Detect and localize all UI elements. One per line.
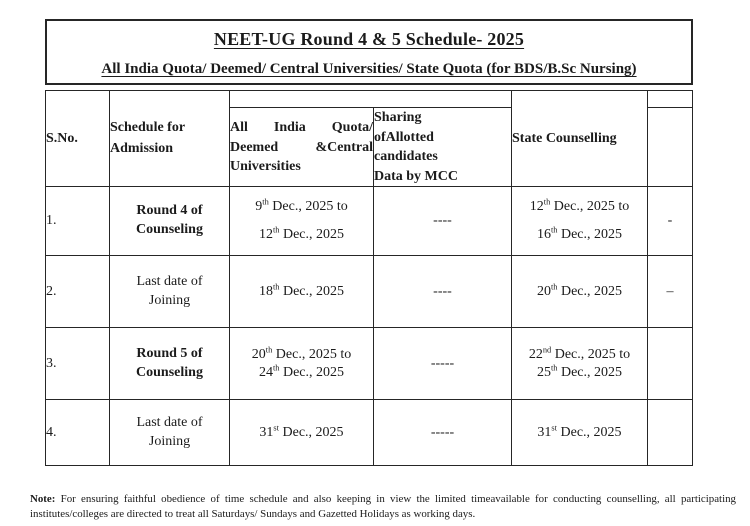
cell-r1-extra: - [647,186,693,257]
header-spacer-top [229,90,512,108]
cell-r1-state-dates: 12th Dec., 2025 to 16th Dec., 2025 [511,186,648,257]
cell-r4-aiq-dates: 31st Dec., 2025 [229,399,374,467]
header-sharing: Sharing ofAllotted candidates Data by MC… [373,106,512,188]
cell-r1-schedule: Round 4 of Counseling [109,186,230,257]
note: Note: For ensuring faithful obedience of… [30,492,736,522]
cell-r3-state-dates: 22nd Dec., 2025 to 25th Dec., 2025 [511,327,648,401]
cell-r4-state-dates: 31st Dec., 2025 [511,399,648,467]
cell-r1-mcc-sharing: ---- [373,186,512,257]
header-state: State Counselling [511,89,648,188]
header-schedule: Schedule for Admission [109,89,230,188]
cell-r3-schedule: Round 5 of Counseling [109,327,230,401]
cell-r4-mcc-sharing: ----- [373,399,512,467]
header-extra-top [647,90,693,108]
header-extra-bottom [647,106,693,188]
cell-r2-extra: – [647,255,693,329]
cell-r2-mcc-sharing: ---- [373,255,512,329]
cell-r2-schedule: Last date of Joining [109,255,230,329]
schedule-table: S.No. Schedule for Admission State Couns… [45,89,693,467]
header-row-top: S.No. Schedule for Admission State Couns… [45,89,693,188]
cell-r3-aiq-dates: 20th Dec., 2025 to 24th Dec., 2025 [229,327,374,401]
cell-r1-sno: 1. [45,186,110,257]
cell-r2-state-dates: 20th Dec., 2025 [511,255,648,329]
cell-r4-extra [647,399,693,467]
cell-r1-aiq-dates: 9th Dec., 2025 to 12th Dec., 2025 [229,186,374,257]
table-row: 3. Round 5 of Counseling 20th Dec., 2025… [45,327,693,401]
table-row: 1. Round 4 of Counseling 9th Dec., 2025 … [45,186,693,257]
page-title: NEET-UG Round 4 & 5 Schedule- 2025 [213,29,525,49]
table-row: 2. Last date of Joining 18th Dec., 2025 … [45,255,693,329]
title-box: NEET-UG Round 4 & 5 Schedule- 2025 All I… [45,19,693,85]
note-line-1: Note: For ensuring faithful obedience of… [30,492,736,507]
page-subtitle: All India Quota/ Deemed/ Central Univers… [101,61,637,77]
cell-r2-sno: 2. [45,255,110,329]
note-text-1: For ensuring faithful obedience of time … [60,493,736,505]
cell-r3-sno: 3. [45,327,110,401]
header-aiq: All India Quota/ Deemed &Central Univers… [229,106,374,188]
note-label: Note: [30,493,56,505]
cell-r3-extra [647,327,693,401]
header-sno: S.No. [45,89,110,188]
cell-r3-mcc-sharing: ----- [373,327,512,401]
header-row-main: All India Quota/ Deemed &Central Univers… [46,106,693,188]
table-row: 4. Last date of Joining 31st Dec., 2025 … [45,399,693,467]
cell-r4-sno: 4. [45,399,110,467]
note-text-2: institutes/colleges are directed to trea… [30,508,476,521]
cell-r2-aiq-dates: 18th Dec., 2025 [229,255,374,329]
cell-r4-schedule: Last date of Joining [109,399,230,467]
